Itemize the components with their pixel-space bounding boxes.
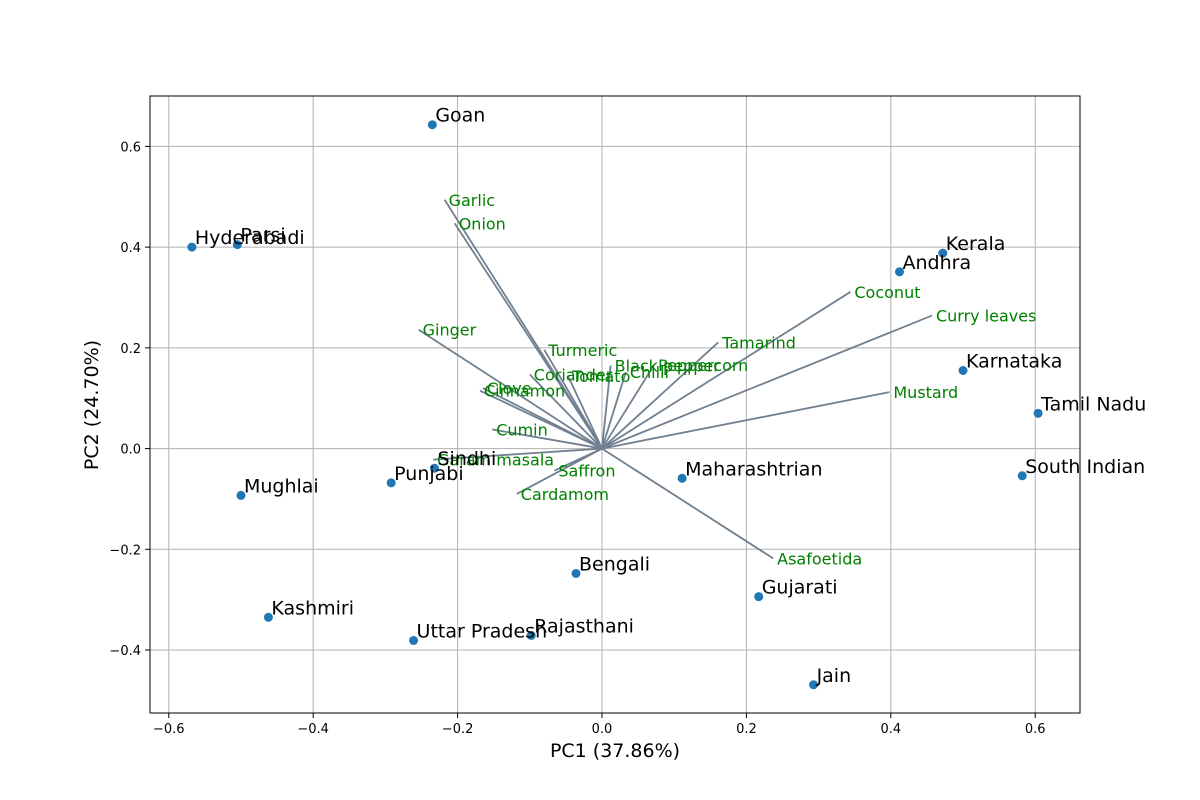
loading-label: Tamarind [721, 333, 796, 352]
cuisine-label: Uttar Pradesh [417, 620, 548, 642]
cuisine-label: South Indian [1025, 456, 1145, 478]
loading-arrow [479, 389, 603, 450]
loading-label: Asafoetida [777, 549, 862, 568]
cuisine-label: Kashmiri [271, 597, 354, 619]
loading-label: Onion [459, 214, 506, 233]
cuisine-label: Hyderabadi [195, 227, 305, 249]
grid [150, 96, 1080, 713]
loading-arrows [418, 199, 933, 560]
cuisine-label: Jain [816, 665, 852, 687]
loading-label: Peppercorn [658, 356, 748, 375]
loading-arrow [432, 447, 603, 461]
cuisine-label: Punjabi [394, 463, 463, 485]
cuisine-point [571, 568, 581, 578]
cuisine-point [938, 248, 948, 258]
loading-label: Cardamom [521, 485, 609, 504]
cuisine-point [187, 242, 197, 252]
cuisine-point [232, 240, 242, 250]
axis-ticks: −0.6 −0.4 −0.2 0.0 0.2 0.4 0.6 −0.4 −0.2 0.0 0.2 0.… [109, 140, 1045, 737]
loading-arrow [492, 428, 603, 450]
x-tick-label: 0.6 [1025, 722, 1046, 737]
cuisine-point [386, 478, 396, 488]
x-tick-label: −0.2 [442, 722, 474, 737]
loading-label: Turmeric [547, 341, 617, 360]
y-tick-label: 0.0 [120, 443, 141, 458]
loading-label: Clove [487, 379, 532, 398]
cuisine-label: Bengali [579, 553, 650, 575]
cuisine-point [526, 630, 536, 640]
cuisine-label: Andhra [902, 252, 971, 274]
y-tick-label: 0.2 [120, 342, 141, 357]
y-axis-label: PC2 (24.70%) [81, 340, 103, 470]
loading-label: Black pepper [615, 356, 721, 375]
loading-arrow [601, 371, 627, 449]
loading-arrow [601, 447, 774, 560]
loading-arrow [529, 373, 603, 450]
y-tick-label: −0.2 [109, 543, 141, 558]
x-tick-label: −0.4 [297, 722, 329, 737]
loading-label: Coconut [854, 283, 920, 302]
cuisine-point [1033, 408, 1043, 418]
loading-arrow [601, 314, 933, 450]
cuisine-label: Kerala [946, 233, 1006, 255]
loading-label: Mustard [893, 383, 958, 402]
loading-arrow [453, 222, 603, 450]
cuisine-label: Rajasthani [534, 615, 634, 637]
cuisine-label: Karnataka [966, 351, 1062, 373]
x-tick-label: 0.2 [736, 722, 757, 737]
loading-arrow [567, 375, 603, 449]
cuisine-point [429, 463, 439, 473]
loading-label: Saffron [558, 462, 615, 481]
cuisine-point [1017, 471, 1027, 481]
loading-labels: Garlic Onion Ginger Turmeric Clove Tomato Cinn… [423, 191, 1037, 569]
x-tick-label: 0.4 [880, 722, 901, 737]
cuisine-label: Sindhi [437, 448, 496, 470]
cuisine-point [677, 473, 687, 483]
cuisine-point [754, 592, 764, 602]
loading-arrow [543, 349, 603, 450]
cuisine-point [409, 635, 419, 645]
cuisine-point [809, 680, 819, 690]
loading-label: Curry leaves [936, 307, 1036, 326]
cuisine-point [894, 267, 904, 277]
loading-label: Garam masala [437, 451, 554, 470]
cuisine-points [187, 120, 1043, 690]
loading-arrow [601, 365, 612, 449]
cuisine-label: Maharashtrian [685, 458, 822, 480]
loading-label: Garlic [449, 191, 495, 210]
loading-arrow [601, 341, 719, 450]
loading-label: Cinnamon [484, 382, 565, 401]
cuisine-label: Gujarati [762, 577, 838, 599]
cuisine-label: Goan [435, 105, 485, 127]
cuisine-point [958, 366, 968, 376]
cuisine-point [427, 120, 437, 130]
x-tick-label: −0.6 [153, 722, 185, 737]
loading-arrow [418, 328, 603, 450]
loading-arrow [601, 391, 890, 450]
y-tick-label: 0.4 [120, 241, 141, 256]
cuisine-label: Parsi [240, 225, 285, 247]
y-tick-label: 0.6 [120, 140, 141, 155]
loading-label: Ginger [423, 321, 477, 340]
loading-arrow [601, 291, 851, 450]
loading-label: Tomato [571, 367, 630, 386]
x-tick-label: 0.0 [592, 722, 613, 737]
y-tick-label: −0.4 [109, 644, 141, 659]
loading-arrow [516, 447, 603, 495]
cuisine-point [236, 490, 246, 500]
x-axis-label: PC1 (37.86%) [550, 740, 680, 762]
cuisine-label: Mughlai [244, 475, 319, 497]
loading-arrow [601, 364, 655, 450]
loading-label: Cumin [496, 420, 547, 439]
cuisine-point [263, 612, 273, 622]
cuisine-label: Tamil Nadu [1040, 393, 1146, 415]
loading-label: Coriander [534, 366, 613, 385]
plot-frame [149, 95, 1081, 714]
loading-label: Chilli [630, 363, 669, 382]
